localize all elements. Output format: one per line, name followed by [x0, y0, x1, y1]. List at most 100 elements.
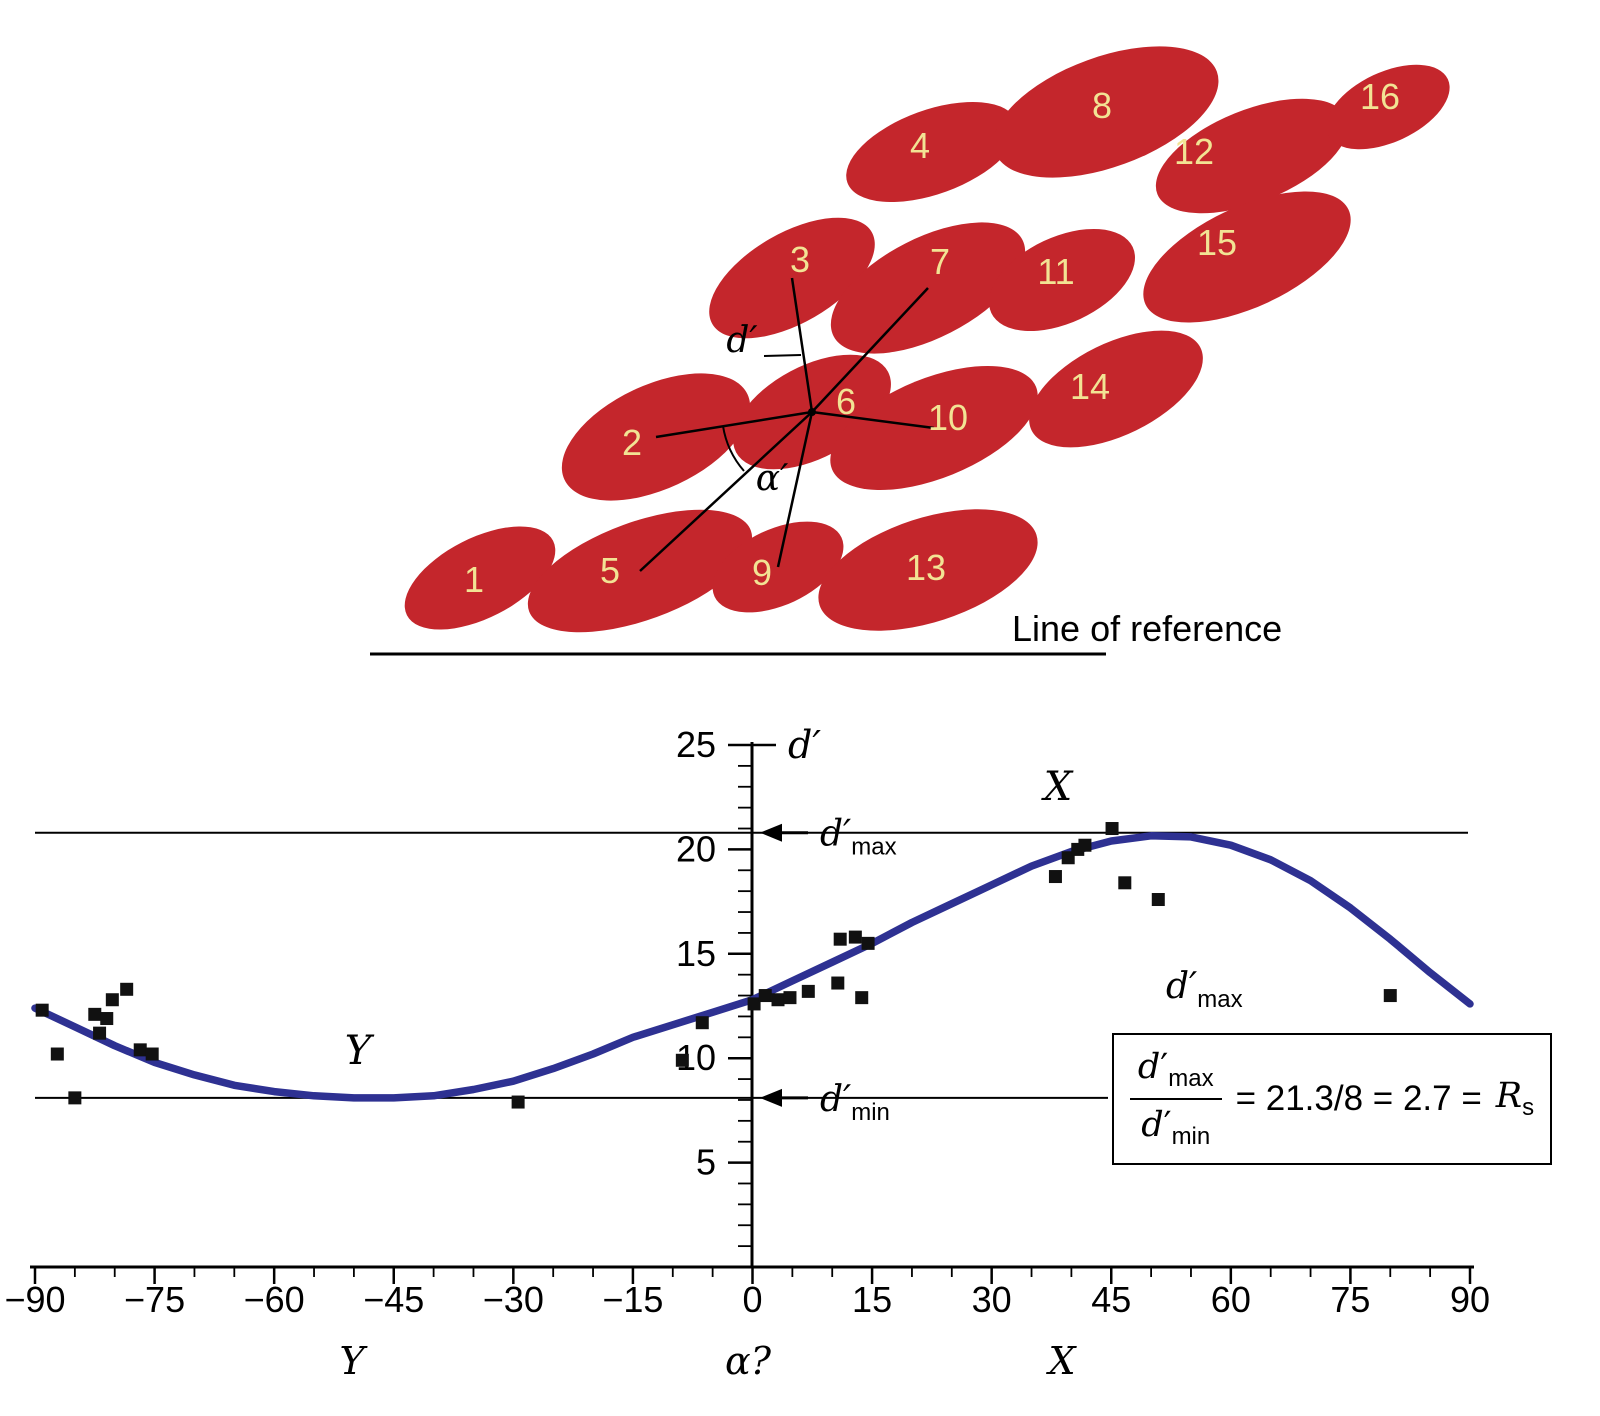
- x-axis-bottom-label: X: [1045, 1339, 1077, 1383]
- ellipse-number-2: 2: [622, 422, 642, 463]
- d-min-arrow-head: [760, 1088, 782, 1107]
- d-ratio-fraction: d′max d′min: [1129, 1047, 1222, 1150]
- y-tick-label: 5: [696, 1142, 716, 1183]
- strained-ellipse-1: [404, 526, 556, 630]
- data-point: [831, 976, 845, 990]
- tie-line-6-9: [776, 411, 814, 568]
- data-point: [771, 993, 785, 1007]
- strained-ellipse-12: [1155, 98, 1349, 214]
- ellipse-number-9: 9: [752, 552, 772, 593]
- strained-ellipse-15: [1143, 191, 1351, 323]
- data-point: [695, 1016, 709, 1030]
- data-point: [120, 982, 134, 996]
- data-point: [861, 936, 875, 950]
- fraction-numerator: d′max: [1129, 1047, 1222, 1100]
- d-max-label: d′max: [820, 814, 897, 861]
- x-tick-label-group: −90 −75 −60 −45 −30 −15 0 15 30 45 60 75 90: [4, 1279, 1490, 1320]
- x-tick-label: −30: [483, 1279, 544, 1320]
- ellipse-number-7: 7: [930, 241, 950, 282]
- tie-line-6-2: [655, 410, 813, 439]
- data-point: [511, 1095, 525, 1109]
- data-point: [145, 1047, 159, 1061]
- y-tick-label: 15: [676, 933, 716, 974]
- strained-ellipse-16: [1326, 64, 1450, 150]
- x-tick-label: −60: [244, 1279, 305, 1320]
- y-tick-label: 25: [676, 724, 716, 765]
- rs-formula-box: d′max d′min = 21.3/8 = 2.7 = Rs: [1112, 1033, 1552, 1165]
- tie-line-6-7: [811, 287, 929, 413]
- ellipse-number-3: 3: [790, 239, 810, 280]
- ellipse-number-12: 12: [1174, 131, 1214, 172]
- data-point: [35, 1003, 49, 1017]
- fraction-denominator: d′min: [1141, 1105, 1211, 1150]
- strained-ellipse-11: [989, 228, 1135, 332]
- data-point: [801, 984, 815, 998]
- ellipse-number-6: 6: [836, 381, 856, 422]
- y-tick-group: [728, 743, 752, 1248]
- x-tick-label: 60: [1211, 1279, 1251, 1320]
- y-tick-label: 20: [676, 828, 716, 869]
- reference-line-group: [35, 831, 1468, 1099]
- tie-line-6-3: [790, 277, 814, 413]
- x-tick-label: 75: [1330, 1279, 1370, 1320]
- ellipse-number-10: 10: [928, 397, 968, 438]
- data-point: [93, 1026, 107, 1040]
- ellipse-number-14: 14: [1070, 366, 1110, 407]
- ellipse-number-1: 1: [464, 559, 484, 600]
- x-tick-label: −75: [124, 1279, 185, 1320]
- y-axis-title: d′: [788, 723, 821, 767]
- data-point: [68, 1091, 82, 1105]
- tie-line-group: [639, 277, 935, 572]
- tie-line-6-10: [811, 410, 935, 430]
- y-direction-left-label: Y: [345, 1028, 375, 1074]
- strained-ellipse-14: [1029, 330, 1203, 448]
- ellipse-number-15: 15: [1197, 222, 1237, 263]
- data-point-group: [35, 822, 1397, 1109]
- ellipse-number-4: 4: [910, 125, 930, 166]
- data-point: [1383, 989, 1397, 1003]
- x-tick-label: −90: [4, 1279, 65, 1320]
- data-point: [783, 991, 797, 1005]
- d-max-right-label: d′max: [1166, 966, 1243, 1013]
- ellipse-number-13: 13: [906, 547, 946, 588]
- d-min-annotation: d′min: [760, 1079, 890, 1126]
- x-tick-label: −45: [363, 1279, 424, 1320]
- strained-ellipse-8: [993, 46, 1219, 178]
- d-max-arrow-head: [760, 823, 782, 842]
- d-min-label: d′min: [820, 1079, 890, 1126]
- data-point: [1048, 870, 1062, 884]
- data-point: [133, 1043, 147, 1057]
- formula-result: Rs: [1495, 1076, 1535, 1121]
- x-tick-label: 45: [1091, 1279, 1131, 1320]
- d-max-annotation: d′max: [760, 814, 897, 861]
- ellipse-number-8: 8: [1092, 85, 1112, 126]
- data-point: [833, 932, 847, 946]
- x-tick-label: −15: [602, 1279, 663, 1320]
- d-prime-pointer-line: [763, 354, 802, 357]
- data-point: [758, 989, 772, 1003]
- d-prime-alpha-chart: −90 −75 −60 −45 −30 −15 0 15 30 45 60 75 90 51015202…: [4, 723, 1490, 1383]
- ellipse-number-16: 16: [1360, 76, 1400, 117]
- x-direction-top-label: X: [1041, 764, 1074, 810]
- data-point: [855, 991, 869, 1005]
- data-point: [1118, 876, 1132, 890]
- x-tick-label: 0: [742, 1279, 762, 1320]
- data-point: [675, 1053, 689, 1067]
- x-tick-label: 90: [1450, 1279, 1490, 1320]
- data-point: [1078, 838, 1092, 852]
- x-tick-label: 15: [852, 1279, 892, 1320]
- data-point: [105, 993, 119, 1007]
- alpha-angle-arc: [722, 425, 745, 472]
- data-point: [1105, 822, 1119, 836]
- data-point: [1151, 893, 1165, 907]
- diagram-alpha-prime-label: α′: [756, 458, 789, 499]
- center-node: [808, 408, 816, 416]
- tie-line-6-5: [639, 411, 813, 572]
- formula-equals-text: = 21.3/8 = 2.7 =: [1235, 1079, 1482, 1118]
- ellipse-number-11: 11: [1037, 251, 1074, 292]
- strained-ellipse-13: [818, 509, 1038, 631]
